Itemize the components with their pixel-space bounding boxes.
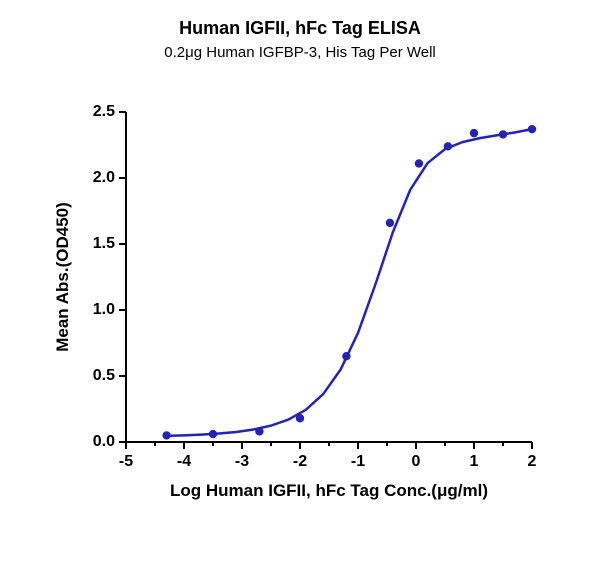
y-tick-label: 2.0 <box>81 169 115 187</box>
y-axis-label: Mean Abs.(OD450) <box>53 112 73 442</box>
y-tick-label: 1.5 <box>81 235 115 253</box>
x-minor-tick <box>386 442 389 446</box>
data-point <box>470 129 478 137</box>
y-tick <box>119 309 126 312</box>
x-minor-tick <box>502 442 505 446</box>
data-point <box>528 125 536 133</box>
data-point <box>386 219 394 227</box>
x-tick <box>531 442 534 449</box>
fit-curve <box>167 129 532 436</box>
data-point <box>162 431 170 439</box>
x-tick <box>299 442 302 449</box>
chart-container: Human IGFII, hFc Tag ELISA 0.2μg Human I… <box>0 0 600 564</box>
data-point <box>415 159 423 167</box>
x-tick-label: 1 <box>470 453 479 471</box>
y-tick-label: 1.0 <box>81 301 115 319</box>
y-tick <box>119 243 126 246</box>
plot-area <box>126 112 532 442</box>
data-point <box>255 427 263 435</box>
y-tick-label: 0.5 <box>81 367 115 385</box>
y-tick <box>119 441 126 444</box>
data-point <box>499 130 507 138</box>
x-tick-label: -3 <box>235 453 249 471</box>
y-tick-label: 0.0 <box>81 433 115 451</box>
data-point <box>209 430 217 438</box>
x-minor-tick <box>212 442 215 446</box>
x-minor-tick <box>154 442 157 446</box>
x-minor-tick <box>270 442 273 446</box>
x-minor-tick <box>444 442 447 446</box>
y-tick <box>119 177 126 180</box>
x-tick <box>241 442 244 449</box>
x-axis-label: Log Human IGFII, hFc Tag Conc.(μg/ml) <box>126 481 532 501</box>
data-point <box>342 352 350 360</box>
x-tick <box>183 442 186 449</box>
x-minor-tick <box>328 442 331 446</box>
chart-title: Human IGFII, hFc Tag ELISA <box>0 18 600 39</box>
data-point <box>296 414 304 422</box>
y-axis <box>125 112 128 443</box>
data-point <box>444 142 452 150</box>
y-tick <box>119 375 126 378</box>
y-tick <box>119 111 126 114</box>
y-tick-label: 2.5 <box>81 103 115 121</box>
x-tick <box>415 442 418 449</box>
x-tick <box>473 442 476 449</box>
x-tick-label: -1 <box>351 453 365 471</box>
x-tick-label: -4 <box>177 453 191 471</box>
chart-subtitle: 0.2μg Human IGFBP-3, His Tag Per Well <box>0 44 600 61</box>
x-tick-label: 0 <box>412 453 421 471</box>
x-tick-label: -2 <box>293 453 307 471</box>
chart-svg <box>126 112 532 442</box>
x-tick-label: 2 <box>528 453 537 471</box>
x-tick <box>357 442 360 449</box>
x-tick-label: -5 <box>119 453 133 471</box>
